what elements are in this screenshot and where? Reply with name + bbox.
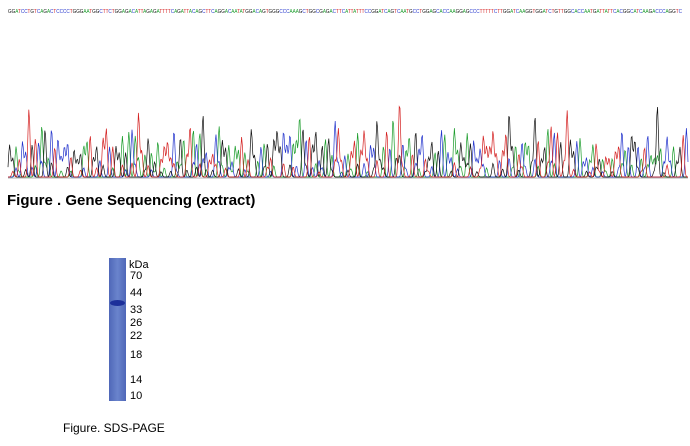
marker-label: 18 [130, 349, 142, 361]
marker-label: 70 [130, 270, 142, 282]
trace [8, 105, 688, 178]
marker-label: 33 [130, 304, 142, 316]
unit-label: kDa [129, 259, 149, 271]
caption: Figure . Gene Sequencing (extract) [7, 192, 255, 209]
trace [7, 106, 688, 178]
sequence-text: GGATCCTGTCAGACTCCCCTGGGAATGGCTTCTGGAGACA… [8, 9, 682, 15]
protein-band [110, 300, 125, 306]
gel-lane [109, 258, 126, 401]
marker-label: 10 [130, 390, 142, 402]
chromatogram [7, 105, 689, 178]
marker-label: 26 [130, 317, 142, 329]
marker-label: 44 [130, 287, 142, 299]
marker-label: 22 [130, 330, 142, 342]
trace [8, 118, 688, 178]
caption: Figure. SDS-PAGE [63, 421, 165, 435]
marker-label: 14 [130, 374, 142, 386]
